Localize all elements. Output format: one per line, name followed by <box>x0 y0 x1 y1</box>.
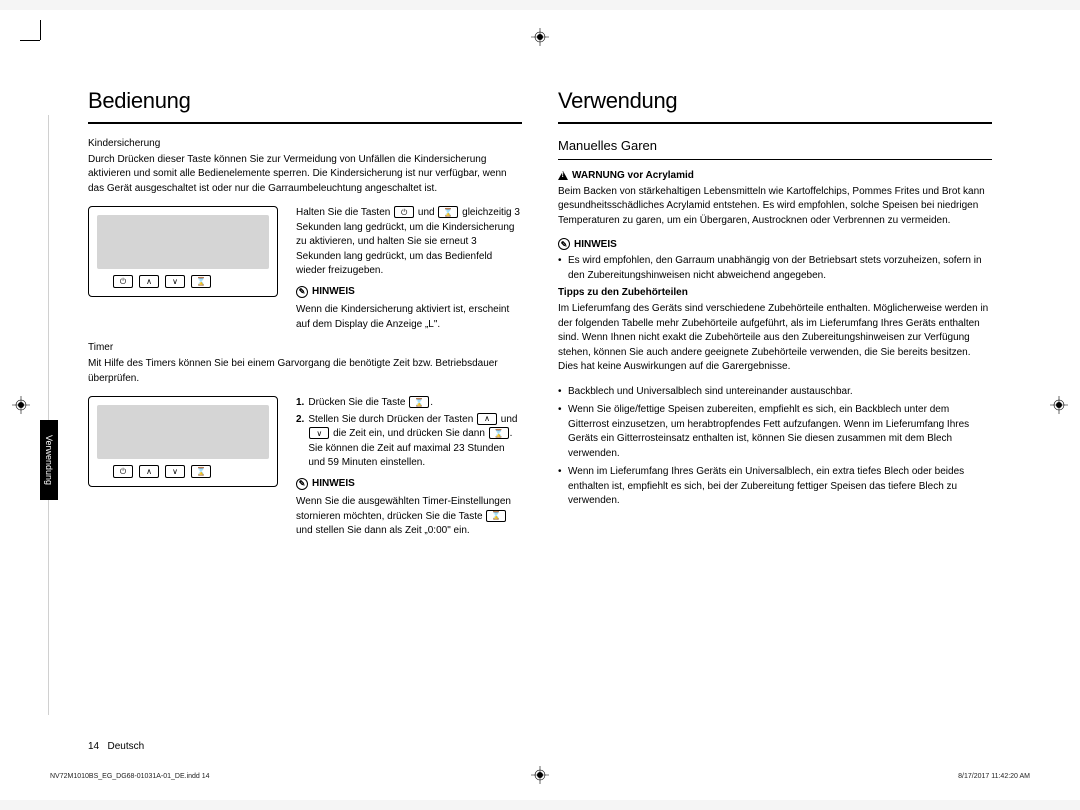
inline-timer-btn-icon: ⌛ <box>438 206 458 218</box>
inline-timer-btn-icon: ⌛ <box>486 510 506 522</box>
note-icon: ✎ <box>296 478 308 490</box>
indd-filename: NV72M1010BS_EG_DG68-01031A-01_DE.indd 14 <box>50 773 210 780</box>
oven-screen <box>97 215 269 269</box>
inline-power-btn-icon: ⏻ <box>394 206 414 218</box>
warning-icon <box>558 171 568 180</box>
heading-bedienung: Bedienung <box>88 88 522 114</box>
hinweis-label: ✎HINWEIS <box>296 477 522 492</box>
note-icon: ✎ <box>296 286 308 298</box>
timer-panel-text: 1.Drücken Sie die Taste ⌛. 2.Stellen Sie… <box>296 396 522 539</box>
panel-timer-btn-icon: ⌛ <box>191 275 211 288</box>
content-columns: Bedienung Kindersicherung Durch Drücken … <box>88 88 992 708</box>
heading-rule <box>558 122 992 124</box>
timer-intro: Mit Hilfe des Timers können Sie bei eine… <box>88 357 522 386</box>
kinder-panel-text: Halten Sie die Tasten ⏻ und ⌛ gleichzeit… <box>296 206 522 332</box>
page-footer: 14 Deutsch <box>88 741 144 752</box>
crop-mark <box>40 20 41 40</box>
left-column: Bedienung Kindersicherung Durch Drücken … <box>88 88 522 708</box>
timer-step-2: 2.Stellen Sie durch Drücken der Tasten ∧… <box>296 413 522 471</box>
indd-timestamp: 8/17/2017 11:42:20 AM <box>958 773 1030 780</box>
tipps-bullet: Backblech und Universalblech sind untere… <box>558 385 992 400</box>
oven-panel-illustration: ⏻ ∧ ∨ ⌛ <box>88 206 278 297</box>
tipps-intro: Im Lieferumfang des Geräts sind verschie… <box>558 302 992 375</box>
panel-power-btn-icon: ⏻ <box>113 465 133 478</box>
registration-mark-icon <box>531 766 549 784</box>
registration-mark-icon <box>12 396 30 414</box>
crop-mark <box>20 40 40 41</box>
inline-down-btn-icon: ∨ <box>309 427 329 439</box>
oven-panel-illustration: ⏻ ∧ ∨ ⌛ <box>88 396 278 487</box>
subheading-kindersicherung: Kindersicherung <box>88 138 522 149</box>
tipps-bullet: Wenn im Lieferumfang Ihres Geräts ein Un… <box>558 465 992 509</box>
panel-down-btn-icon: ∨ <box>165 275 185 288</box>
registration-mark-icon <box>531 28 549 46</box>
kinder-panel-row: ⏻ ∧ ∨ ⌛ Halten Sie die Tasten ⏻ und ⌛ gl… <box>88 206 522 332</box>
kinder-hinweis-text: Wenn die Kindersicherung aktiviert ist, … <box>296 303 522 332</box>
oven-screen <box>97 405 269 459</box>
panel-down-btn-icon: ∨ <box>165 465 185 478</box>
registration-mark-icon <box>1050 396 1068 414</box>
warnung-text: Beim Backen von stärkehaltigen Lebensmit… <box>558 185 992 229</box>
panel-up-btn-icon: ∧ <box>139 275 159 288</box>
timer-step-1: 1.Drücken Sie die Taste ⌛. <box>296 396 522 411</box>
hinweis-bullet: Es wird empfohlen, den Garraum unabhängi… <box>558 254 992 283</box>
inline-timer-btn-icon: ⌛ <box>409 396 429 408</box>
subheading-rule <box>558 159 992 160</box>
timer-panel-row: ⏻ ∧ ∨ ⌛ 1.Drücken Sie die Taste ⌛. 2.Ste… <box>88 396 522 539</box>
timer-hinweis-text: Wenn Sie die ausgewählten Timer-Einstell… <box>296 495 522 539</box>
kinder-intro: Durch Drücken dieser Taste können Sie zu… <box>88 153 522 197</box>
right-column: Verwendung Manuelles Garen WARNUNG vor A… <box>558 88 992 708</box>
section-tab: Verwendung <box>40 420 58 500</box>
tipps-label: Tipps zu den Zubehörteilen <box>558 287 992 298</box>
inline-up-btn-icon: ∧ <box>477 413 497 425</box>
heading-verwendung: Verwendung <box>558 88 992 114</box>
subheading-timer: Timer <box>88 342 522 353</box>
subheading-manuelles-garen: Manuelles Garen <box>558 138 992 153</box>
hinweis-label: ✎HINWEIS <box>296 285 522 300</box>
manual-page: Verwendung Bedienung Kindersicherung Dur… <box>0 10 1080 800</box>
tipps-bullet: Wenn Sie ölige/fettige Speisen zubereite… <box>558 403 992 461</box>
panel-power-btn-icon: ⏻ <box>113 275 133 288</box>
panel-timer-btn-icon: ⌛ <box>191 465 211 478</box>
hinweis-label: ✎HINWEIS <box>558 238 992 250</box>
warnung-label: WARNUNG vor Acrylamid <box>558 170 992 181</box>
panel-up-btn-icon: ∧ <box>139 465 159 478</box>
margin-line <box>48 115 49 715</box>
note-icon: ✎ <box>558 238 570 250</box>
heading-rule <box>88 122 522 124</box>
inline-timer-btn-icon: ⌛ <box>489 427 509 439</box>
